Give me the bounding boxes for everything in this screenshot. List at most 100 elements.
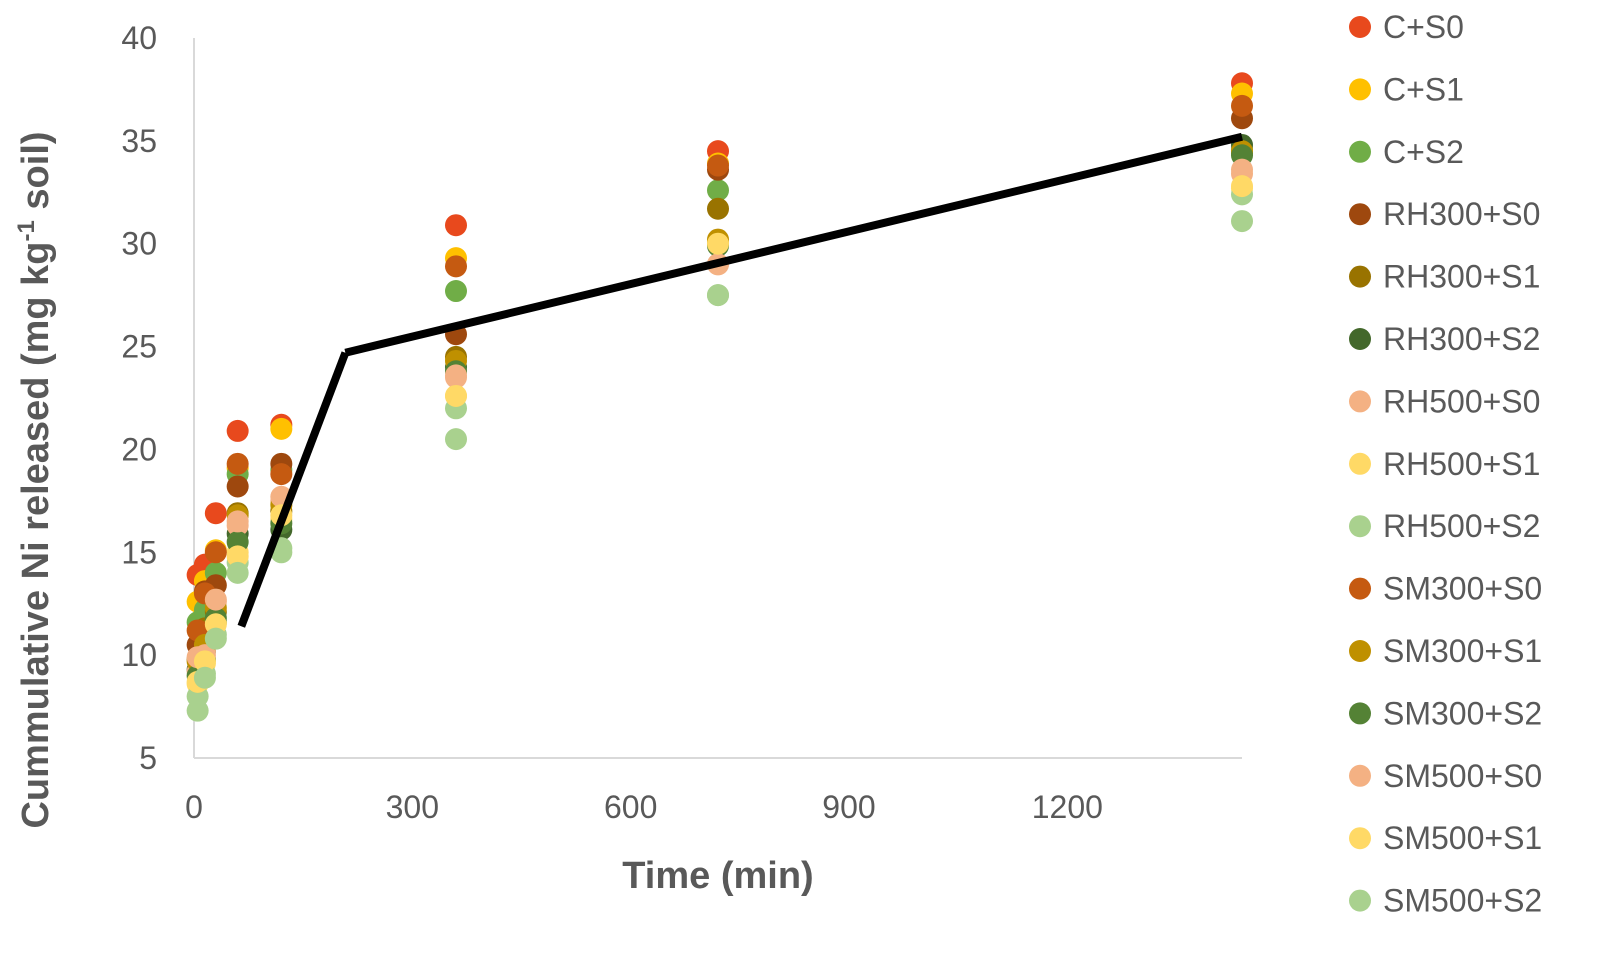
data-point	[1231, 94, 1253, 117]
legend-label: RH300+S1	[1383, 259, 1540, 295]
data-point	[186, 699, 209, 722]
series-RH300+S1	[186, 142, 1253, 671]
data-point	[445, 280, 467, 303]
trend-lines	[237, 132, 1243, 628]
legend-item: RH300+S2	[1349, 321, 1540, 357]
data-point	[1231, 158, 1253, 181]
data-point	[445, 428, 467, 451]
y-tick-labels: 5 10 15 20 25 30 35 40	[121, 20, 157, 776]
data-point	[226, 510, 249, 533]
x-tick-label: 600	[604, 789, 657, 825]
data-point	[193, 666, 216, 689]
data-points	[186, 72, 1253, 722]
legend-marker	[1349, 889, 1371, 912]
legend-marker	[1349, 390, 1371, 413]
legend-marker	[1349, 702, 1371, 725]
legend-marker	[1349, 203, 1371, 226]
data-point	[445, 214, 467, 237]
trend-line-segment	[344, 132, 1243, 357]
data-point	[707, 284, 729, 307]
x-tick-label: 300	[386, 789, 439, 825]
data-point	[707, 179, 729, 202]
legend-item: RH500+S2	[1349, 508, 1540, 544]
data-point	[204, 502, 227, 525]
y-tick-label: 20	[121, 431, 157, 467]
data-point	[226, 452, 249, 475]
legend-label: C+S2	[1383, 134, 1464, 170]
y-tick-label: 35	[121, 123, 157, 159]
legend-label: RH500+S1	[1383, 446, 1540, 482]
x-tick-label: 900	[822, 789, 875, 825]
legend-item: SM300+S2	[1349, 695, 1542, 731]
y-axis-title-suffix: soil)	[15, 131, 57, 220]
data-point	[707, 232, 729, 255]
legend-item: SM500+S0	[1349, 758, 1542, 794]
series-C+S0	[186, 72, 1253, 586]
legend-label: RH500+S0	[1383, 383, 1540, 419]
legend-label: SM300+S0	[1383, 571, 1542, 607]
legend-marker	[1349, 16, 1371, 38]
x-tick-labels: 0 300 600 900 1200	[185, 789, 1103, 825]
data-point	[204, 588, 227, 611]
series-SM500+S2	[186, 210, 1253, 722]
legend-item: RH500+S0	[1349, 383, 1540, 419]
legend-label: RH300+S2	[1383, 321, 1540, 357]
legend-item: SM500+S2	[1349, 883, 1542, 919]
legend-marker	[1349, 640, 1371, 662]
legend-marker	[1349, 328, 1371, 350]
legend: C+S0 C+S1 C+S2 RH300+S0 RH300+S1 RH300+S2 RH50…	[1349, 9, 1542, 919]
series-SM300+S2	[186, 144, 1253, 687]
y-tick-label: 10	[121, 637, 157, 673]
legend-label: SM300+S2	[1383, 695, 1542, 731]
legend-label: SM500+S2	[1383, 883, 1542, 919]
legend-label: C+S0	[1383, 9, 1464, 45]
series-SM500+S1	[186, 175, 1253, 693]
data-point	[204, 541, 227, 564]
series-SM300+S1	[186, 140, 1253, 673]
y-tick-label: 30	[121, 226, 157, 262]
legend-marker	[1349, 827, 1371, 850]
y-tick-label: 25	[121, 329, 157, 365]
data-point	[270, 417, 293, 440]
legend-marker	[1349, 265, 1371, 288]
legend-item: SM300+S0	[1349, 571, 1542, 607]
data-point	[1231, 175, 1253, 198]
legend-item: SM300+S1	[1349, 633, 1542, 669]
y-tick-label: 5	[139, 740, 157, 776]
x-axis-title: Time (min)	[622, 855, 813, 897]
data-point	[445, 255, 467, 278]
x-tick-label: 1200	[1032, 789, 1103, 825]
legend-label: SM300+S1	[1383, 633, 1542, 669]
data-point	[226, 561, 249, 584]
data-point	[226, 545, 249, 568]
legend-label: RH500+S2	[1383, 508, 1540, 544]
legend-item: RH500+S1	[1349, 446, 1540, 482]
data-point	[193, 650, 216, 673]
legend-marker	[1349, 577, 1371, 600]
legend-label: SM500+S1	[1383, 820, 1542, 856]
legend-marker	[1349, 764, 1371, 787]
legend-item: SM500+S1	[1349, 820, 1542, 856]
legend-marker	[1349, 515, 1371, 538]
legend-item: RH300+S1	[1349, 259, 1540, 295]
data-point	[270, 463, 293, 486]
legend-item: RH300+S0	[1349, 196, 1540, 232]
y-tick-label: 15	[121, 534, 157, 570]
legend-label: SM500+S0	[1383, 758, 1542, 794]
legend-marker	[1349, 140, 1371, 163]
data-point	[707, 197, 729, 220]
legend-label: C+S1	[1383, 71, 1464, 107]
y-tick-label: 40	[121, 20, 157, 56]
data-point	[226, 475, 249, 498]
data-point	[204, 627, 227, 650]
y-axis-title-superscript: -1	[13, 220, 40, 241]
legend-marker	[1349, 78, 1371, 101]
y-axis-title: Cummulative Ni released (mg kg-1 soil)	[13, 131, 57, 828]
legend-marker	[1349, 452, 1371, 475]
data-point	[445, 364, 467, 387]
y-axis-title-prefix: Cummulative Ni released (mg kg	[15, 241, 57, 828]
x-tick-label: 0	[185, 789, 203, 825]
data-point	[1231, 210, 1253, 233]
legend-label: RH300+S0	[1383, 196, 1540, 232]
